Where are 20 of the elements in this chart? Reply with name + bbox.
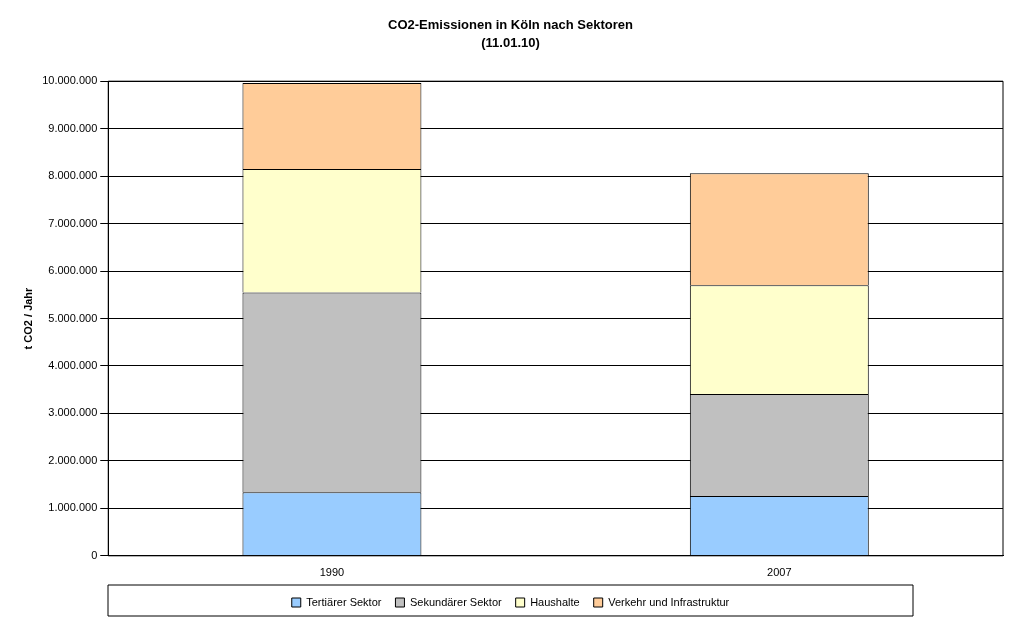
y-tick-label: 0 (91, 548, 98, 561)
chart-subtitle: (11.01.10) (481, 34, 540, 50)
chart-title: CO2-Emissionen in Köln nach Sektoren (388, 17, 633, 33)
legend-label: Verkehr und Infrastruktur (608, 595, 730, 608)
y-tick-label: 5.000.000 (48, 311, 98, 324)
legend-label: Sekundärer Sektor (409, 595, 502, 608)
y-tick-label: 3.000.000 (48, 406, 98, 419)
y-tick-label: 1.000.000 (48, 501, 98, 514)
x-tick-label: 1990 (319, 566, 345, 579)
y-axis-title: t CO2 / Jahr (21, 286, 34, 350)
legend-label: Tertiärer Sektor (306, 595, 382, 608)
y-tick-label: 4.000.000 (48, 358, 98, 371)
y-tick-label: 6.000.000 (48, 264, 98, 277)
y-tick-label: 7.000.000 (48, 216, 98, 229)
x-tick-label: 2007 (767, 566, 792, 579)
legend-label: Haushalte (530, 595, 580, 608)
y-tick-label: 10.000.000 (42, 74, 98, 87)
y-tick-label: 8.000.000 (48, 169, 98, 182)
y-tick-label: 9.000.000 (48, 121, 98, 134)
y-tick-label: 2.000.000 (48, 453, 98, 466)
